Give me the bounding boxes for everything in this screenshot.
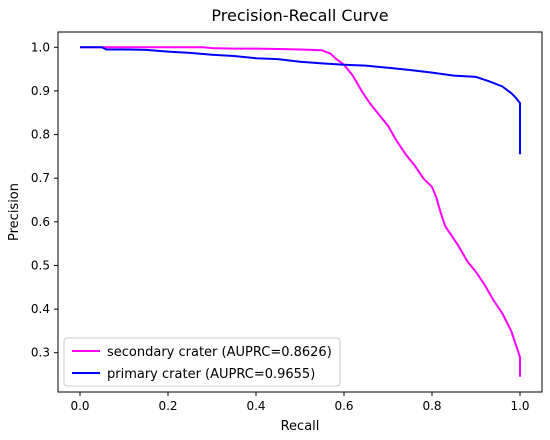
x-tick-label: 1.0: [510, 399, 529, 413]
y-tick-label: 0.4: [31, 302, 50, 316]
series-layer: [80, 46, 521, 377]
x-tick-label: 0.4: [246, 399, 265, 413]
x-tick-label: 0.2: [158, 399, 177, 413]
series-line-primary-crater: [80, 46, 521, 155]
y-tick-label: 0.6: [31, 215, 50, 229]
y-axis-ticks: 0.3 0.4 0.5 0.6 0.7 0.8 0.9 1.0: [31, 40, 58, 360]
y-tick-label: 1.0: [31, 40, 50, 54]
y-tick-label: 0.7: [31, 171, 50, 185]
legend-entry-secondary-crater: secondary crater (AUPRC=0.8626): [107, 345, 332, 360]
chart-title: Precision-Recall Curve: [211, 6, 388, 25]
legend-box: [63, 337, 341, 387]
y-tick-label: 0.9: [31, 84, 50, 98]
legend-entry-primary-crater: primary crater (AUPRC=0.9655): [107, 367, 315, 382]
y-tick-label: 0.5: [31, 258, 50, 272]
x-tick-label: 0.6: [334, 399, 353, 413]
y-tick-label: 0.8: [31, 128, 50, 142]
x-tick-label: 0.8: [422, 399, 441, 413]
x-tick-label: 0.0: [70, 399, 89, 413]
plot-area: [57, 31, 543, 393]
x-axis-label: Recall: [281, 419, 320, 434]
x-axis-ticks: 0.0 0.2 0.4 0.6 0.8 1.0: [70, 392, 530, 413]
y-axis-label: Precision: [7, 183, 22, 241]
series-line-secondary-crater: [80, 46, 521, 377]
y-tick-label: 0.3: [31, 346, 50, 360]
legend: secondary crater (AUPRC=0.8626) primary …: [63, 337, 341, 387]
